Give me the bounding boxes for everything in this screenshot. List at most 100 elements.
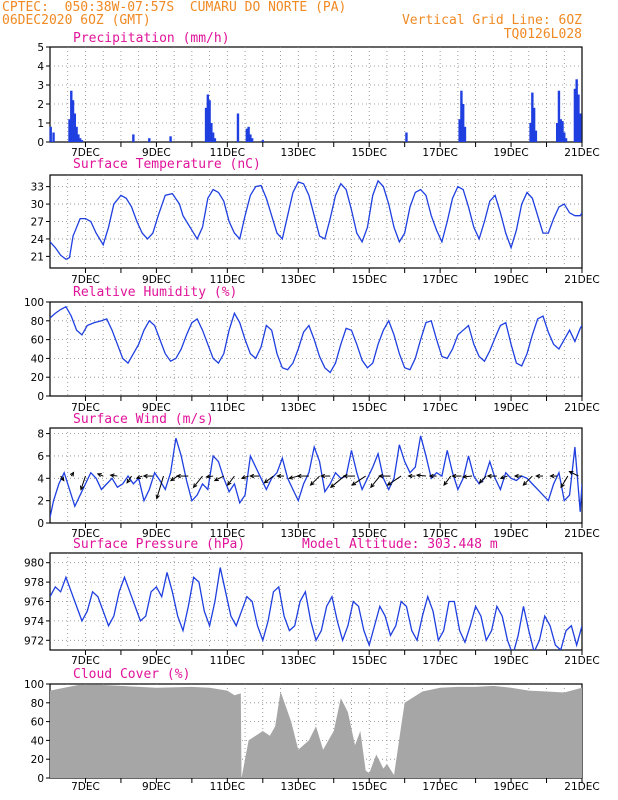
y-tick-label: 40 xyxy=(31,735,44,747)
wind-arrow xyxy=(330,475,345,488)
precip-bar xyxy=(206,94,210,142)
x-tick-label: 17DEC xyxy=(422,402,457,414)
precip-bar xyxy=(73,113,77,142)
x-tick-label: 17DEC xyxy=(422,274,457,286)
y-tick-label: 4 xyxy=(37,61,44,73)
precip-bar xyxy=(559,119,562,142)
y-tick-label: 976 xyxy=(24,597,44,609)
x-tick-label: 15DEC xyxy=(351,147,386,159)
panel-title: Surface Pressure (hPa) xyxy=(73,537,245,552)
wind-arrow-head xyxy=(155,494,160,500)
cloud-cover-area xyxy=(50,684,582,778)
wind-arrow-head xyxy=(175,473,181,479)
x-tick-label: 17DEC xyxy=(422,147,457,159)
x-tick-label: 19DEC xyxy=(493,655,528,667)
precip-bar xyxy=(71,100,75,142)
wind-arrow xyxy=(156,475,164,499)
wind-arrow-head xyxy=(499,475,505,480)
wind-arrow-head xyxy=(288,475,294,480)
wind-arrow xyxy=(227,475,235,486)
precip-bar xyxy=(49,126,52,142)
wind-arrow-head xyxy=(109,473,115,478)
wind-arrow-head xyxy=(240,475,246,480)
wind-arrow-head xyxy=(386,481,392,486)
wind-arrow xyxy=(310,475,320,486)
y-tick-label: 20 xyxy=(31,372,44,384)
x-tick-label: 7DEC xyxy=(71,402,100,414)
wind-arrow-head xyxy=(226,481,232,486)
precip-bar xyxy=(52,132,55,142)
y-tick-label: 1 xyxy=(37,118,44,130)
wind-arrow xyxy=(351,475,366,486)
precip-bar xyxy=(463,126,467,142)
wind-arrow-head xyxy=(513,473,519,479)
precip-bar xyxy=(245,128,249,142)
precip-bar xyxy=(532,107,536,142)
x-tick-label: 7DEC xyxy=(71,147,100,159)
wind-arrow-head xyxy=(560,483,565,489)
wind-arrow-head xyxy=(169,476,175,482)
x-tick-label: 7DEC xyxy=(71,781,100,793)
precip-bar xyxy=(75,126,78,142)
wind-arrow xyxy=(479,475,487,484)
precip-bar xyxy=(529,123,532,142)
precip-bar xyxy=(208,100,211,142)
y-tick-label: 2 xyxy=(37,496,44,508)
x-tick-label: 21DEC xyxy=(564,402,599,414)
x-tick-label: 15DEC xyxy=(351,274,386,286)
date-header: 06DEC2020 6OZ (GMT) xyxy=(2,13,151,28)
wind-arrow xyxy=(443,475,452,486)
precip-bar xyxy=(68,119,71,142)
x-tick-label: 21DEC xyxy=(564,147,599,159)
wind-arrow-head xyxy=(126,478,131,484)
precip-bar xyxy=(80,140,84,142)
x-tick-label: 17DEC xyxy=(422,781,457,793)
y-tick-label: 40 xyxy=(31,353,44,365)
series-line xyxy=(50,435,582,518)
precip-bar xyxy=(577,94,580,142)
y-tick-label: 80 xyxy=(31,698,44,710)
precip-bar xyxy=(573,88,577,142)
wind-arrow-head xyxy=(370,483,375,489)
wind-arrow-head xyxy=(342,473,348,479)
wind-arrow-head xyxy=(79,485,85,491)
x-tick-label: 19DEC xyxy=(493,147,528,159)
wind-arrow xyxy=(463,475,473,478)
wind-arrow xyxy=(264,475,274,484)
x-tick-label: 11DEC xyxy=(210,274,245,286)
y-tick-label: 980 xyxy=(24,558,44,570)
precip-bar xyxy=(557,90,561,142)
wind-arrow-head xyxy=(205,474,211,479)
y-tick-label: 21 xyxy=(31,251,44,263)
wind-arrow-head xyxy=(535,473,541,479)
y-tick-label: 60 xyxy=(31,335,44,347)
precip-bar xyxy=(210,123,213,142)
x-tick-label: 19DEC xyxy=(493,781,528,793)
grid-line-header: Vertical Grid Line: 6OZ xyxy=(401,13,582,28)
y-tick-label: 974 xyxy=(24,616,44,628)
x-tick-label: 17DEC xyxy=(422,528,457,540)
wind-arrow xyxy=(193,475,203,488)
y-tick-label: 978 xyxy=(24,577,44,589)
precip-bar xyxy=(213,138,217,142)
y-tick-label: 2 xyxy=(37,99,44,111)
x-tick-label: 13DEC xyxy=(281,655,316,667)
wind-arrow-head xyxy=(142,473,148,479)
wind-arrow-head xyxy=(320,473,326,479)
precip-bar xyxy=(250,138,254,142)
wind-arrow-head xyxy=(486,473,492,479)
x-tick-label: 13DEC xyxy=(281,402,316,414)
wind-arrow-head xyxy=(96,473,102,478)
x-tick-label: 9DEC xyxy=(142,528,171,540)
wind-arrow-head xyxy=(407,473,413,479)
panel-frame xyxy=(49,301,583,397)
panel-frame xyxy=(49,46,583,143)
panel-title: Surface Temperature (nC) xyxy=(73,157,261,172)
x-tick-label: 11DEC xyxy=(210,528,245,540)
x-tick-label: 7DEC xyxy=(71,528,100,540)
precip-bar xyxy=(132,134,135,142)
y-tick-label: 6 xyxy=(37,451,44,463)
wind-arrow-head xyxy=(213,477,219,482)
precip-bar xyxy=(405,132,408,142)
x-tick-label: 9DEC xyxy=(142,147,171,159)
